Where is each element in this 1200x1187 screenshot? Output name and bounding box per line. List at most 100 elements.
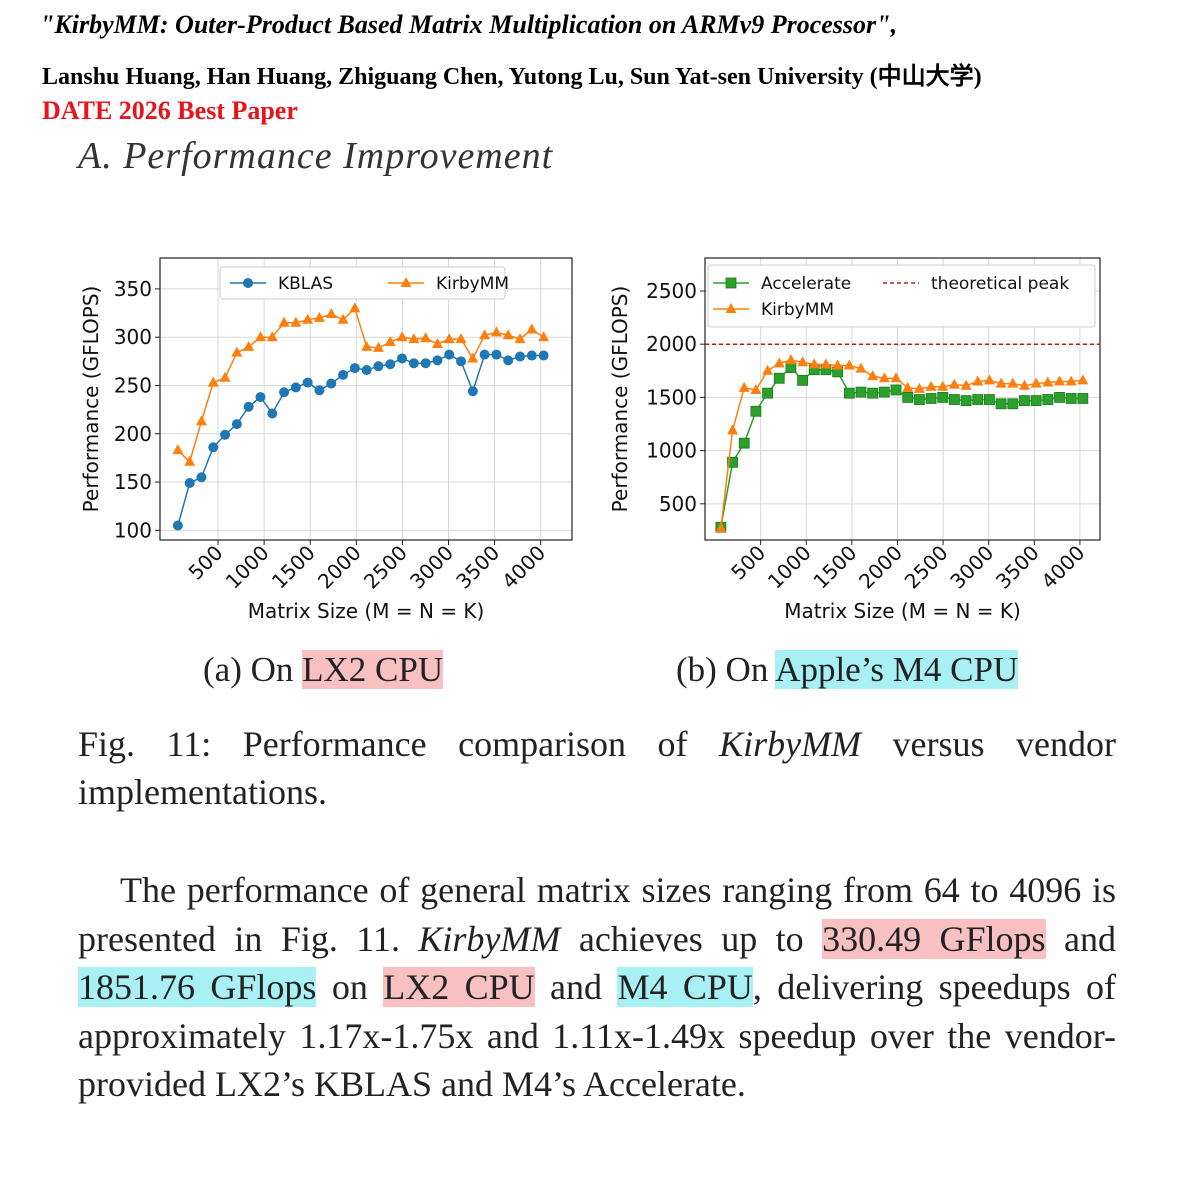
y-tick-label: 1500: [646, 385, 697, 409]
legend-marker: [725, 277, 737, 289]
marker: [773, 372, 785, 384]
marker: [738, 381, 750, 392]
legend-label: theoretical peak: [931, 274, 1069, 294]
text-segment: 330.49 GFlops: [822, 918, 1046, 959]
marker: [196, 472, 207, 483]
marker: [1007, 398, 1019, 410]
text-segment: and: [534, 967, 618, 1007]
subcaption-highlight: LX2 CPU: [302, 650, 444, 689]
marker: [467, 352, 479, 363]
x-tick-label: 2000: [313, 541, 366, 594]
marker: [207, 376, 219, 387]
text-segment: , delivering speedups of approximately 1…: [78, 967, 1117, 1104]
series-line: [720, 366, 1083, 528]
text-segment: LX2 CPU: [383, 967, 535, 1007]
marker: [420, 358, 431, 369]
marker: [902, 392, 914, 403]
legend-box: [707, 264, 1096, 328]
marker: [1054, 392, 1065, 403]
y-tick-label: 100: [114, 518, 152, 542]
x-tick-label: 2000: [854, 541, 907, 594]
marker: [491, 349, 502, 360]
marker: [1018, 379, 1030, 390]
legend-marker: [400, 277, 412, 287]
marker: [797, 374, 809, 386]
marker: [302, 377, 313, 388]
marker: [184, 478, 195, 489]
marker: [337, 313, 349, 324]
marker: [361, 365, 372, 376]
marker: [384, 336, 396, 347]
legend-label: KBLAS: [278, 274, 333, 294]
y-axis-label: Performance (GFLOPS): [608, 286, 632, 513]
marker: [397, 353, 408, 364]
marker: [890, 372, 902, 383]
legend-marker: [243, 278, 253, 288]
marker: [773, 357, 785, 368]
marker: [290, 316, 302, 327]
text-segment: achieves up to: [560, 918, 823, 959]
marker: [325, 308, 337, 319]
y-tick-label: 500: [659, 492, 697, 516]
marker: [231, 346, 243, 357]
marker: [467, 386, 478, 397]
marker: [231, 419, 242, 430]
marker: [266, 331, 278, 342]
y-tick-label: 150: [114, 470, 152, 494]
marker: [408, 333, 420, 344]
marker: [220, 429, 231, 440]
y-tick-label: 350: [114, 277, 152, 301]
marker: [878, 372, 890, 383]
x-tick-label: 1000: [763, 541, 816, 594]
marker: [503, 355, 514, 366]
figure-caption: Fig. 11: Performance comparison of Kirby…: [78, 720, 1116, 816]
marker: [832, 359, 844, 370]
marker: [995, 377, 1007, 388]
x-tick-label: 1500: [267, 541, 320, 594]
marker: [820, 358, 832, 369]
marker: [243, 340, 255, 351]
marker: [960, 395, 972, 406]
x-tick-label: 1500: [808, 541, 861, 594]
authors: Lanshu Huang, Han Huang, Zhiguang Chen, …: [42, 64, 982, 90]
marker: [1053, 375, 1065, 386]
text-segment: The performance of general matrix sizes …: [78, 870, 1116, 959]
y-tick-label: 2500: [646, 279, 697, 303]
marker: [515, 351, 526, 362]
marker: [855, 362, 867, 373]
marker: [526, 350, 537, 361]
subcaption-label: (a) On: [203, 650, 294, 689]
y-axis-label: Performance (GFLOPS): [79, 286, 103, 513]
marker: [443, 333, 455, 344]
marker: [314, 385, 325, 396]
legend-label: KirbyMM: [761, 300, 834, 320]
marker: [949, 394, 960, 405]
marker: [385, 359, 396, 370]
marker: [937, 380, 949, 391]
paper-title: "KirbyMM: Outer-Product Based Matrix Mul…: [40, 10, 898, 39]
marker: [302, 313, 314, 324]
subcaption-highlight: Apple’s M4 CPU: [775, 650, 1019, 689]
marker: [278, 316, 290, 327]
marker: [1042, 394, 1054, 405]
charts: 1001502002503003505001000150020002500300…: [79, 257, 1101, 623]
marker: [1030, 395, 1042, 406]
marker: [208, 442, 219, 453]
marker: [984, 394, 995, 405]
marker: [490, 326, 502, 337]
marker: [254, 331, 266, 342]
marker: [172, 520, 183, 531]
y-tick-label: 300: [114, 325, 152, 349]
marker: [867, 387, 879, 399]
x-tick-label: 1000: [221, 541, 274, 594]
legend-marker: [725, 303, 737, 313]
marker: [219, 371, 231, 382]
marker: [455, 333, 467, 344]
marker: [349, 302, 361, 313]
marker: [538, 331, 550, 342]
marker: [1042, 376, 1054, 387]
section-title: A. Performance Improvement: [78, 135, 554, 177]
y-tick-label: 250: [114, 373, 152, 397]
marker: [808, 358, 820, 369]
